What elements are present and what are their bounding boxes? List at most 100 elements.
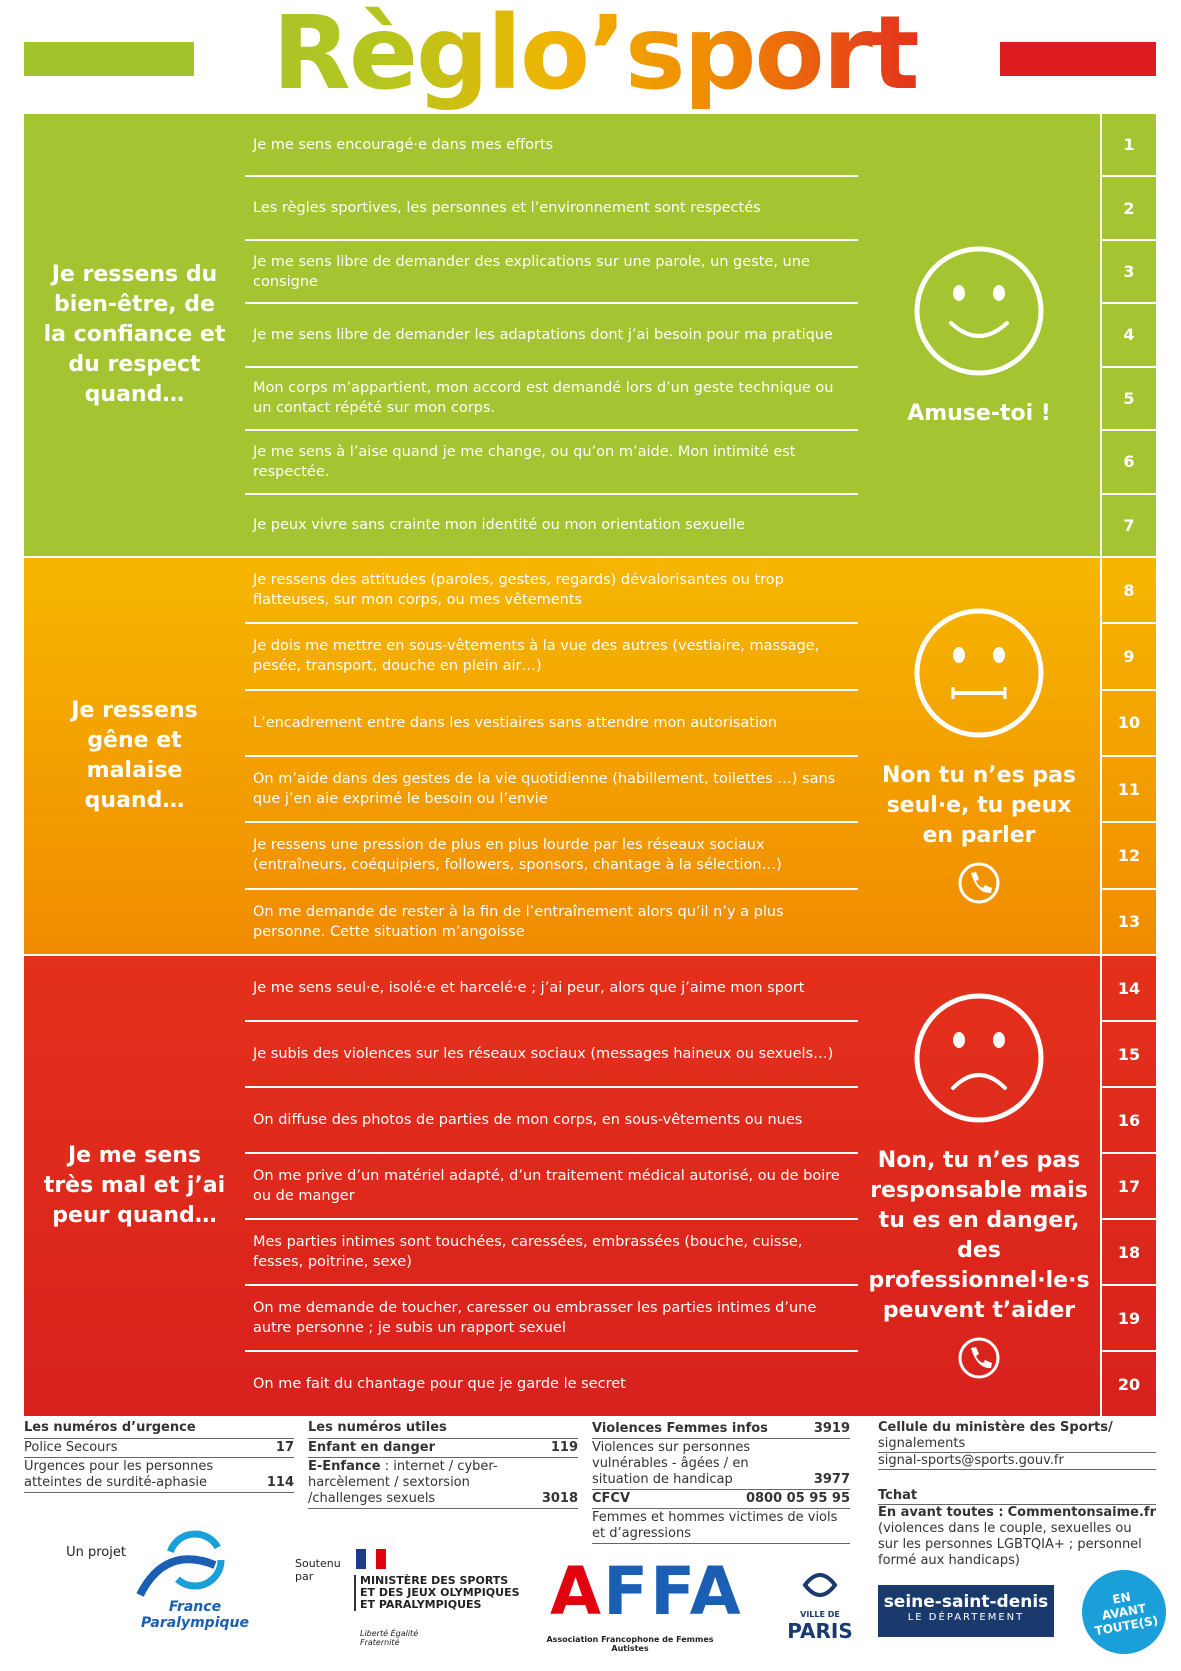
subtitle: signalements xyxy=(878,1436,1156,1453)
women-col: Violences Femmes infos 3919 Violences sur… xyxy=(592,1420,850,1544)
item-number: 14 xyxy=(1102,956,1156,1022)
contact: Violences sur personnes vulnérables - âg… xyxy=(592,1439,850,1490)
fp-logo xyxy=(136,1530,225,1597)
item-number: 10 xyxy=(1102,691,1156,757)
section: Je ressens du bien-être, de la confiance… xyxy=(24,114,1156,556)
affa-name: Association Francophone de Femmes Autist… xyxy=(546,1635,714,1653)
label: : internet / cyber-harcèlement / sextors… xyxy=(308,1459,498,1506)
item-text: Je ressens une pression de plus en plus … xyxy=(245,823,858,890)
title-bar-left xyxy=(24,42,194,76)
item-number: 13 xyxy=(1117,912,1141,932)
items: Je me sens encouragé·e dans mes efforts L… xyxy=(245,114,858,556)
title-bar-right xyxy=(1000,42,1156,76)
flag xyxy=(356,1549,386,1569)
ministry-logo: MINISTÈRE DES SPORTS ET DES JEUX OLYMPIQ… xyxy=(354,1575,524,1611)
item-text: Je dois me mettre en sous-vêtements à la… xyxy=(245,624,858,691)
eat-logo: EN AVANT TOUTE(S) xyxy=(1075,1563,1173,1661)
chat-name: En avant toutes : xyxy=(878,1505,1004,1520)
contact: Femmes et hommes victimes de viols et d’… xyxy=(592,1509,850,1544)
item-number: 7 xyxy=(1123,515,1135,535)
phone: 3977 xyxy=(813,1472,850,1487)
item-text: Je ressens des attitudes (paroles, geste… xyxy=(245,558,858,625)
fp-text: Paralympique xyxy=(141,1615,249,1631)
item-text: On me demande de toucher, caresser ou em… xyxy=(245,1286,858,1352)
item-text: Je me sens libre de demander des explica… xyxy=(245,241,858,305)
section-heading: Je ressens gêne et malaise quand… xyxy=(71,698,198,813)
item-number: 1 xyxy=(1102,114,1156,178)
contact: Enfant en danger 119 xyxy=(308,1439,578,1458)
smiley xyxy=(909,988,1049,1132)
items: Je me sens seul·e, isolé·e et harcelé·e … xyxy=(245,956,858,1416)
contact: Violences Femmes infos 3919 xyxy=(592,1420,850,1439)
phone: 0800 05 95 95 xyxy=(745,1491,850,1506)
ssd-text: seine-saint-denis xyxy=(883,1592,1049,1612)
contact: CFCV 0800 05 95 95 xyxy=(592,1490,850,1509)
message: Non tu n’es pas seul·e, tu peux en parle… xyxy=(881,763,1077,848)
col-title: Les numéros utiles xyxy=(308,1420,578,1439)
item-number: 2 xyxy=(1102,177,1156,241)
item-number: 18 xyxy=(1102,1220,1156,1286)
phone: 3018 xyxy=(541,1491,578,1506)
item-text: On me prive d’un matériel adapté, d’un t… xyxy=(245,1154,858,1220)
project-label: Un projet xyxy=(66,1545,126,1560)
phone-icon xyxy=(958,862,1000,904)
item-number: 20 xyxy=(1117,1374,1141,1394)
label-name: E-Enfance xyxy=(308,1459,381,1474)
item-text: On me fait du chantage pour que je garde… xyxy=(253,1376,626,1392)
numbers: 8 9 10 11 12 13 xyxy=(1100,558,1156,954)
item-text: Mon corps m’appartient, mon accord est d… xyxy=(245,368,858,432)
label: Femmes et hommes victimes de viols et d’… xyxy=(592,1510,838,1541)
label: CFCV xyxy=(592,1491,631,1506)
phone: 119 xyxy=(550,1440,578,1455)
paris-text: PARIS xyxy=(787,1619,853,1643)
chat-title: Tchat xyxy=(878,1488,1156,1505)
item-number: 19 xyxy=(1102,1286,1156,1352)
item-number: 11 xyxy=(1102,757,1156,824)
chat-desc: (violences dans le couple, sexuelles ou … xyxy=(878,1521,1142,1568)
phone: 3919 xyxy=(813,1421,850,1436)
smiley-face xyxy=(914,608,1044,738)
item-number: 4 xyxy=(1102,304,1156,368)
item-text: Les règles sportives, les personnes et l… xyxy=(245,177,858,241)
numbers: 14 15 16 17 18 19 20 xyxy=(1100,956,1156,1416)
item-text: On m’aide dans des gestes de la vie quot… xyxy=(245,757,858,824)
label: Violences sur personnes vulnérables - âg… xyxy=(592,1440,751,1487)
item-number: 17 xyxy=(1102,1154,1156,1220)
phone xyxy=(957,861,1001,909)
emergency-col: Les numéros d’urgence Police Secours 17 U… xyxy=(24,1420,294,1493)
phone: 17 xyxy=(275,1440,294,1455)
section-heading: Je me sens très mal et j’ai peur quand… xyxy=(43,1143,226,1228)
phone: 114 xyxy=(266,1475,294,1490)
motto: Liberté Égalité Fraternité xyxy=(360,1629,419,1647)
message: Non, tu n’es pas responsable mais tu es … xyxy=(868,1148,1090,1323)
useful-col: Les numéros utiles Enfant en danger 119 E… xyxy=(308,1420,578,1509)
item-number: 5 xyxy=(1102,368,1156,432)
ssd-text: LE DÉPARTEMENT xyxy=(907,1612,1025,1623)
chat-site: Commentonsaime.fr xyxy=(1007,1505,1156,1520)
section-heading: Je ressens du bien-être, de la confiance… xyxy=(43,262,226,407)
item-text: Je peux vivre sans crainte mon identité … xyxy=(253,517,746,534)
items: Je ressens des attitudes (paroles, geste… xyxy=(245,558,858,954)
message: Amuse-toi ! xyxy=(907,401,1051,426)
item-number: 3 xyxy=(1102,241,1156,305)
phone xyxy=(957,1336,1001,1384)
item-text: Je me sens libre de demander les adaptat… xyxy=(245,304,858,368)
smiley xyxy=(909,241,1049,385)
item-text: On me demande de rester à la fin de l’en… xyxy=(253,903,784,940)
smiley xyxy=(909,603,1049,747)
section: Je ressens gêne et malaise quand… Je ress… xyxy=(24,558,1156,954)
smiley-face xyxy=(914,246,1044,376)
item-text: L’encadrement entre dans les vestiaires … xyxy=(245,691,858,757)
ministry-col: Cellule du ministère des Sports/ signale… xyxy=(878,1420,1156,1569)
paris-icon xyxy=(802,1573,838,1597)
item-number: 6 xyxy=(1102,431,1156,495)
item-number: 12 xyxy=(1102,823,1156,890)
label: Enfant en danger xyxy=(308,1440,436,1455)
smiley-face xyxy=(914,993,1044,1123)
item-number: 9 xyxy=(1102,624,1156,691)
fp-text: France xyxy=(168,1599,222,1615)
support-label: Soutenu par xyxy=(295,1557,341,1583)
label: Police Secours xyxy=(24,1440,118,1455)
